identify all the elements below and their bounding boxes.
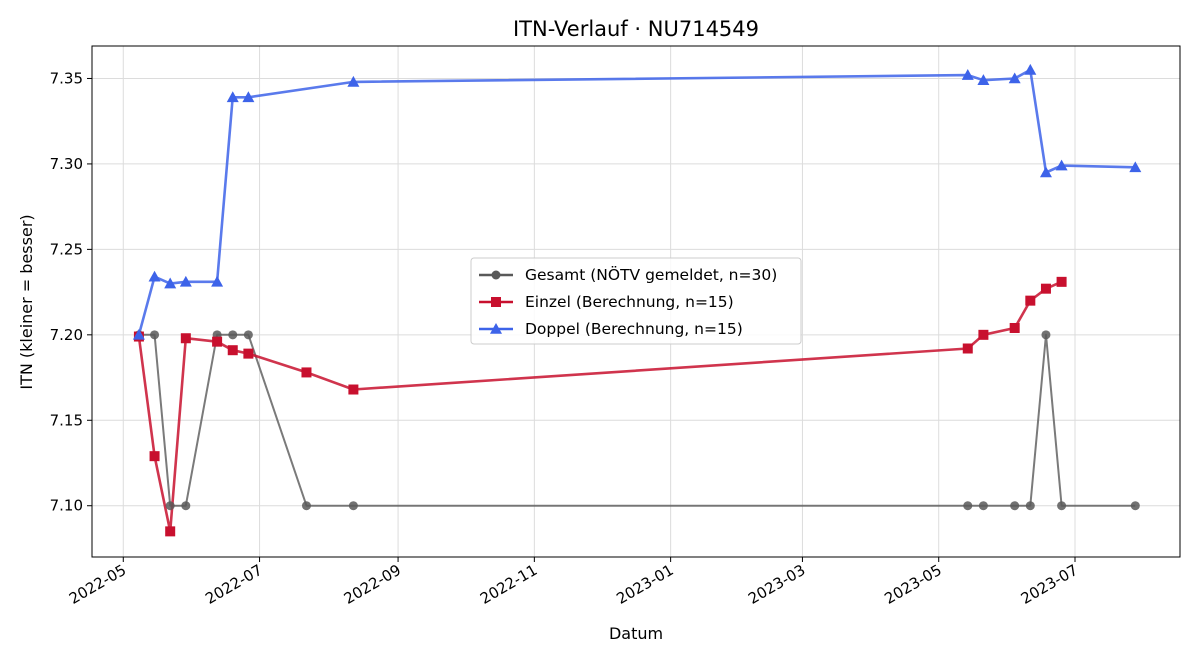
- doppel-data-point: [1129, 161, 1142, 173]
- x-tick-label: 2022-05: [66, 561, 129, 608]
- doppel-data-point: [179, 275, 192, 287]
- gesamt-data-point: [1057, 501, 1067, 511]
- legend-doppel-marker: [490, 323, 502, 334]
- einzel-data-point: [212, 336, 223, 347]
- doppel-data-point: [1024, 63, 1037, 75]
- einzel-data-point: [1009, 322, 1020, 333]
- einzel-data-point: [348, 384, 359, 395]
- gesamt-data-point: [181, 501, 191, 511]
- legend: Gesamt (NÖTV gemeldet, n=30) Einzel (Bere…: [470, 257, 802, 345]
- gesamt-data-point: [348, 501, 358, 511]
- doppel-data-point: [977, 74, 990, 85]
- x-tick-label: 2023-07: [1018, 561, 1081, 608]
- y-axis-ticks: 7.10 7.15 7.20 7.25 7.30 7.35: [50, 69, 92, 515]
- einzel-data-point: [165, 526, 176, 537]
- doppel-data-point: [1039, 166, 1052, 178]
- gesamt-data-point: [978, 501, 988, 511]
- x-tick-label: 2023-05: [881, 561, 944, 608]
- legend-einzel-label: Einzel (Berechnung, n=15): [525, 293, 734, 311]
- chart-title: ITN-Verlauf · NU714549: [513, 17, 759, 41]
- legend-doppel-label: Doppel (Berechnung, n=15): [525, 320, 743, 338]
- legend-gesamt-marker: [491, 270, 501, 280]
- x-axis-ticks: 2022-05 2022-07 2022-09 2022-11 2023-01 2023-…: [66, 557, 1081, 608]
- einzel-data-point: [243, 348, 254, 359]
- gesamt-data-point: [165, 501, 175, 511]
- y-tick-label: 7.10: [50, 497, 83, 515]
- doppel-data-point: [148, 270, 161, 282]
- doppel-data-point: [226, 91, 239, 103]
- y-tick-label: 7.35: [50, 69, 83, 87]
- einzel-data-point: [149, 451, 160, 462]
- y-tick-label: 7.15: [50, 411, 83, 429]
- doppel-data-point: [1055, 159, 1068, 171]
- doppel-data-point: [1008, 72, 1021, 84]
- gesamt-series-line: [138, 333, 1136, 507]
- einzel-data-point: [1040, 283, 1051, 294]
- x-axis-label: Datum: [609, 624, 663, 643]
- einzel-data-point: [962, 343, 973, 354]
- x-tick-label: 2022-09: [341, 561, 404, 608]
- einzel-data-point: [978, 329, 989, 340]
- legend-gesamt-label: Gesamt (NÖTV gemeldet, n=30): [525, 265, 777, 284]
- x-tick-label: 2022-07: [202, 561, 265, 608]
- gesamt-data-point: [1010, 501, 1020, 511]
- gesamt-data-point: [243, 330, 253, 340]
- gesamt-data-point: [228, 330, 238, 340]
- x-tick-label: 2023-03: [745, 561, 808, 608]
- doppel-data-point: [132, 328, 145, 340]
- y-tick-label: 7.30: [50, 155, 83, 173]
- gesamt-data-point: [1041, 330, 1051, 340]
- doppel-data-point: [242, 91, 255, 103]
- gesamt-data-point: [1025, 501, 1035, 511]
- y-tick-label: 7.20: [50, 326, 83, 344]
- y-tick-label: 7.25: [50, 240, 83, 258]
- doppel-data-point: [961, 69, 974, 80]
- einzel-data-point: [1025, 295, 1036, 306]
- doppel-data-point: [164, 277, 177, 289]
- x-tick-label: 2023-01: [613, 561, 676, 608]
- legend-einzel-marker: [491, 297, 501, 307]
- einzel-data-point: [180, 333, 191, 344]
- x-tick-label: 2022-11: [477, 561, 540, 608]
- legend-box: [470, 257, 802, 345]
- einzel-data-point: [227, 345, 238, 356]
- gesamt-data-point: [301, 501, 311, 511]
- gesamt-data-point: [963, 501, 973, 511]
- einzel-data-point: [301, 367, 312, 378]
- plot-frame: [91, 45, 1181, 558]
- doppel-data-point: [211, 275, 224, 287]
- einzel-data-point: [1056, 276, 1067, 287]
- y-axis-label: ITN (kleiner = besser): [17, 214, 36, 389]
- gesamt-data-point: [150, 330, 160, 340]
- doppel-data-point: [347, 75, 360, 87]
- series-markers: [132, 63, 1142, 537]
- gesamt-data-point: [1130, 501, 1140, 511]
